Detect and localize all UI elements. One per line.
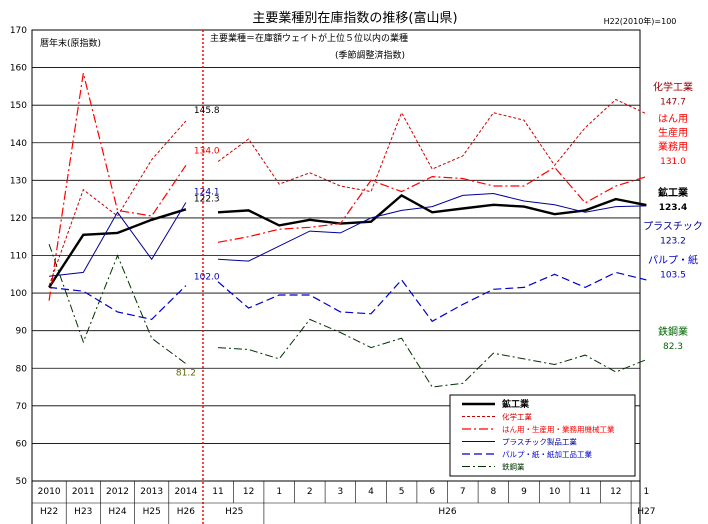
right-panel-note-line2: (季節調整済指数)	[335, 49, 405, 61]
side-label: 生産用	[658, 126, 688, 139]
series-line-monthly	[217, 192, 647, 262]
side-label: 業務用	[658, 140, 688, 153]
plot-frame	[31, 29, 641, 482]
chart-title: 主要業種別在庫指数の推移(富山県)	[252, 10, 457, 26]
side-label: 103.5	[660, 271, 686, 281]
side-label: 鉄鋼業	[658, 325, 688, 338]
x-tick-label: 6	[429, 487, 435, 497]
x-tick-label: 11	[212, 487, 223, 497]
series-line-annual	[48, 120, 187, 286]
y-tick-label: 100	[10, 289, 27, 299]
y-tick-label: 50	[16, 477, 28, 487]
x-tick-label: 4	[368, 487, 374, 497]
x-tick-label: 2	[307, 487, 313, 497]
series-3	[49, 192, 647, 277]
series-2	[48, 73, 647, 301]
series-layer	[48, 73, 647, 388]
x-tick-label: 2014	[174, 487, 197, 497]
series-line-annual	[49, 202, 187, 277]
y-tick-label: 70	[16, 402, 28, 412]
data-label: 102.0	[194, 273, 220, 283]
data-label: 122.3	[194, 194, 220, 204]
x-tick-label: 3	[338, 487, 344, 497]
series-line-annual	[48, 73, 187, 301]
y-tick-label: 60	[16, 439, 28, 449]
x-tick-label: 1	[644, 487, 650, 497]
x-tick-label: 2010	[38, 487, 61, 497]
side-label: 化学工業	[653, 81, 693, 94]
y-tick-label: 120	[10, 214, 27, 224]
series-line-annual	[48, 244, 187, 365]
legend-label: プラスチック製品工業	[502, 437, 577, 447]
x-tick-label: 5	[399, 487, 405, 497]
x-era-label: H23	[74, 507, 92, 517]
series-line-annual	[49, 285, 187, 321]
x-era-label: H25	[225, 507, 243, 517]
series-1	[48, 98, 647, 286]
series-4	[49, 271, 647, 323]
data-label: 145.8	[194, 106, 220, 116]
x-era-label: H24	[108, 507, 126, 517]
y-tick-label: 80	[16, 364, 28, 374]
series-5	[48, 244, 647, 388]
legend-label: はん用・生産用・業務用機械工業	[502, 424, 615, 434]
y-tick-label: 150	[10, 101, 27, 111]
x-tick-label: 2011	[72, 487, 95, 497]
x-tick-label: 2013	[140, 487, 163, 497]
side-label: 123.4	[659, 203, 687, 213]
x-tick-label: 12	[243, 487, 254, 497]
legend-label: 鉱工業	[502, 398, 530, 410]
side-label: はん用	[658, 113, 688, 125]
side-label: パルプ・紙	[648, 254, 698, 267]
x-era-label: H27	[637, 507, 655, 517]
right-panel-note-line1: 主要業種＝在庫額ウェイトが上位５位以内の業種	[210, 32, 408, 44]
data-label: 81.2	[176, 369, 196, 379]
side-label: 131.0	[660, 157, 686, 167]
series-line-monthly	[217, 193, 647, 227]
side-label: 鉱工業	[658, 186, 689, 199]
y-tick-label: 110	[10, 252, 27, 262]
y-tick-label: 90	[16, 327, 28, 337]
x-era-label: H26	[438, 507, 456, 517]
legend-label: パルプ・紙・紙加工品工業	[502, 449, 592, 459]
base-note: H22(2010年)=100	[604, 16, 677, 26]
side-label: プラスチック	[643, 221, 703, 233]
series-line-monthly	[217, 98, 647, 193]
side-label: 123.2	[660, 237, 686, 247]
series-0	[48, 193, 647, 289]
series-line-monthly	[217, 318, 647, 388]
side-label: 82.3	[663, 342, 683, 352]
data-label: 124.1	[194, 188, 220, 198]
x-tick-label: 8	[491, 487, 497, 497]
data-label: 134.0	[194, 146, 220, 156]
x-era-label: H25	[143, 507, 161, 517]
x-tick-label: 11	[579, 487, 590, 497]
y-tick-label: 170	[10, 26, 27, 36]
legend: 鉱工業化学工業はん用・生産用・業務用機械工業プラスチック製品工業パルプ・紙・紙加…	[449, 394, 636, 477]
x-tick-label: 12	[610, 487, 621, 497]
x-tick-label: 10	[549, 487, 561, 497]
axis-layer: 50607080901001101201301401501601702010H2…	[10, 26, 656, 524]
x-era-label: H22	[40, 507, 58, 517]
series-line-annual	[48, 208, 187, 289]
x-tick-label: 7	[460, 487, 466, 497]
series-line-monthly	[217, 166, 647, 243]
grid-layer	[32, 67, 640, 444]
x-era-label: H26	[177, 507, 195, 517]
y-tick-label: 160	[10, 64, 27, 74]
left-panel-note: 暦年末(原指数)	[40, 37, 101, 49]
x-tick-label: 1	[276, 487, 282, 497]
legend-label: 鉄鋼業	[502, 462, 525, 472]
side-label: 147.7	[660, 98, 686, 108]
y-tick-label: 130	[10, 176, 27, 186]
y-tick-label: 140	[10, 139, 27, 149]
legend-box	[449, 394, 636, 477]
x-tick-label: 2012	[106, 487, 129, 497]
legend-label: 化学工業	[502, 412, 532, 422]
label-layer: 122.3 145.8 134.0 124.1 102.0 81.2	[176, 106, 220, 379]
x-tick-label: 9	[521, 487, 527, 497]
series-line-monthly	[217, 271, 647, 323]
